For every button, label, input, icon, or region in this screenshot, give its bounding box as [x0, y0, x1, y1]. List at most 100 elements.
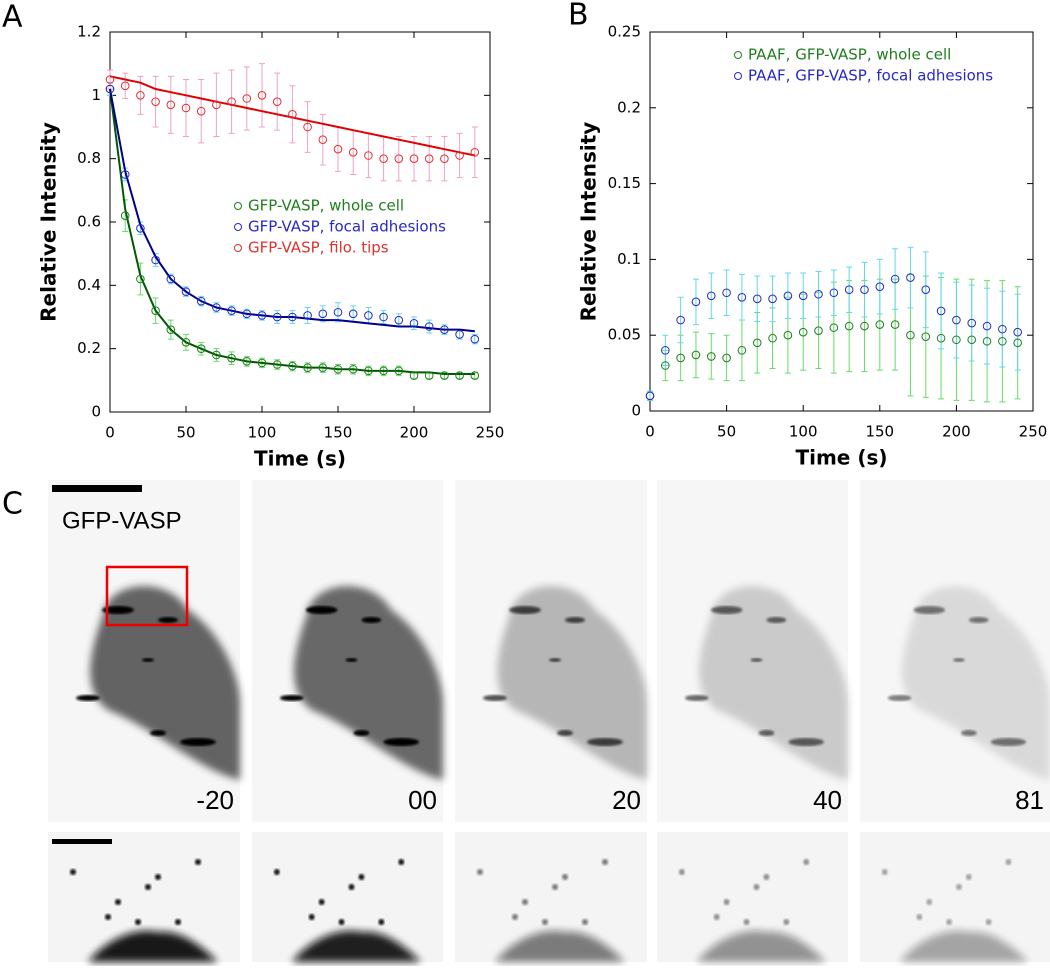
filopodium-tip: [308, 914, 315, 920]
data-point: [783, 330, 793, 340]
data-point: [470, 148, 480, 157]
y-tick-label: 0.2: [617, 98, 641, 116]
error-bar: [999, 290, 1006, 368]
data-point: [166, 100, 176, 110]
y-tick-label: 0.6: [77, 213, 101, 231]
data-point: [440, 154, 449, 163]
data-point: [982, 321, 992, 331]
filopodium-tip: [803, 859, 810, 865]
data-point: [196, 296, 206, 306]
data-point: [181, 103, 191, 113]
error-bar: [846, 266, 853, 313]
error-bar: [968, 284, 975, 362]
data-point: [120, 81, 130, 91]
error-bar: [365, 307, 372, 324]
data-point: [829, 288, 839, 298]
data-point: [151, 255, 160, 265]
x-tick-label: 100: [248, 424, 277, 442]
data-point: [967, 318, 977, 328]
data-point: [196, 106, 206, 116]
time-label: 40: [813, 785, 842, 815]
filopodium-tip: [522, 899, 528, 905]
adhesion: [345, 658, 358, 662]
adhesion: [76, 695, 100, 701]
cell-edge: [495, 930, 625, 962]
plot-frame: [649, 31, 1034, 412]
error-bar: [259, 63, 265, 128]
data-point: [394, 366, 404, 376]
data-point: [875, 282, 885, 291]
data-point: [318, 363, 328, 372]
data-point: [752, 294, 762, 304]
data-point: [394, 154, 404, 163]
data-point: [890, 274, 900, 284]
data-point: [242, 309, 252, 319]
data-point: [706, 352, 716, 361]
x-tick-label: 100: [789, 423, 818, 441]
data-point: [196, 344, 206, 353]
data-point: [706, 291, 716, 301]
error-bar: [411, 316, 417, 331]
legend-marker: [234, 223, 242, 231]
data-point: [166, 325, 176, 334]
adhesion: [587, 738, 623, 746]
data-point: [409, 319, 419, 328]
error-bar: [769, 275, 776, 323]
error-bar: [426, 319, 433, 334]
error-bar: [456, 132, 463, 179]
data-point: [783, 291, 793, 301]
cell: [279, 586, 443, 780]
cell: [483, 586, 647, 780]
adhesion: [142, 658, 154, 662]
data-point: [120, 211, 130, 220]
data-point: [737, 346, 747, 355]
data-point: [257, 91, 267, 100]
y-tick-label: 0.8: [77, 149, 101, 167]
y-tick-label: 0: [631, 402, 641, 420]
error-bar: [426, 136, 433, 182]
error-bar: [395, 313, 402, 327]
x-tick-label: 50: [176, 424, 195, 442]
data-point: [1013, 327, 1022, 337]
filopodium-tip: [1005, 859, 1012, 865]
data-point: [844, 321, 854, 331]
filopodium-tip: [881, 869, 888, 875]
cell-edge: [291, 930, 422, 962]
data-point: [303, 363, 312, 372]
legend-label: GFP-VASP, whole cell: [248, 197, 404, 215]
x-axis-label: Time (s): [795, 446, 887, 470]
data-point: [455, 330, 464, 339]
filopodium-tip: [378, 919, 385, 925]
data-point: [318, 309, 328, 319]
adhesion: [953, 658, 965, 662]
fit-line: [109, 75, 476, 157]
filopodium-tip: [678, 869, 685, 875]
error-bar: [183, 79, 189, 137]
data-point: [424, 371, 434, 380]
data-point: [860, 285, 869, 295]
adhesion: [684, 695, 709, 701]
data-point: [936, 333, 946, 343]
micrographs: -20 00 20 40 81: [48, 480, 1050, 962]
adhesion: [557, 730, 573, 736]
zoom: [477, 859, 625, 962]
zoom: [70, 859, 218, 962]
error-bar: [984, 287, 991, 365]
error-bar: [213, 72, 220, 137]
error-bar: [938, 272, 945, 350]
adhesion: [887, 695, 912, 701]
filopodium-tip: [582, 919, 588, 925]
adhesion: [750, 658, 763, 662]
y-tick-label: 0.1: [617, 250, 641, 268]
data-point: [875, 320, 885, 329]
error-bar: [471, 333, 478, 345]
adhesion: [549, 658, 561, 662]
filopodium-tip: [70, 869, 76, 875]
error-bar: [953, 281, 960, 359]
data-point: [303, 122, 312, 132]
filopodium-tip: [763, 874, 770, 880]
legend-marker: [234, 202, 242, 210]
time-label: 81: [1015, 785, 1044, 815]
error-bar: [738, 274, 745, 321]
error-bar: [754, 275, 761, 323]
